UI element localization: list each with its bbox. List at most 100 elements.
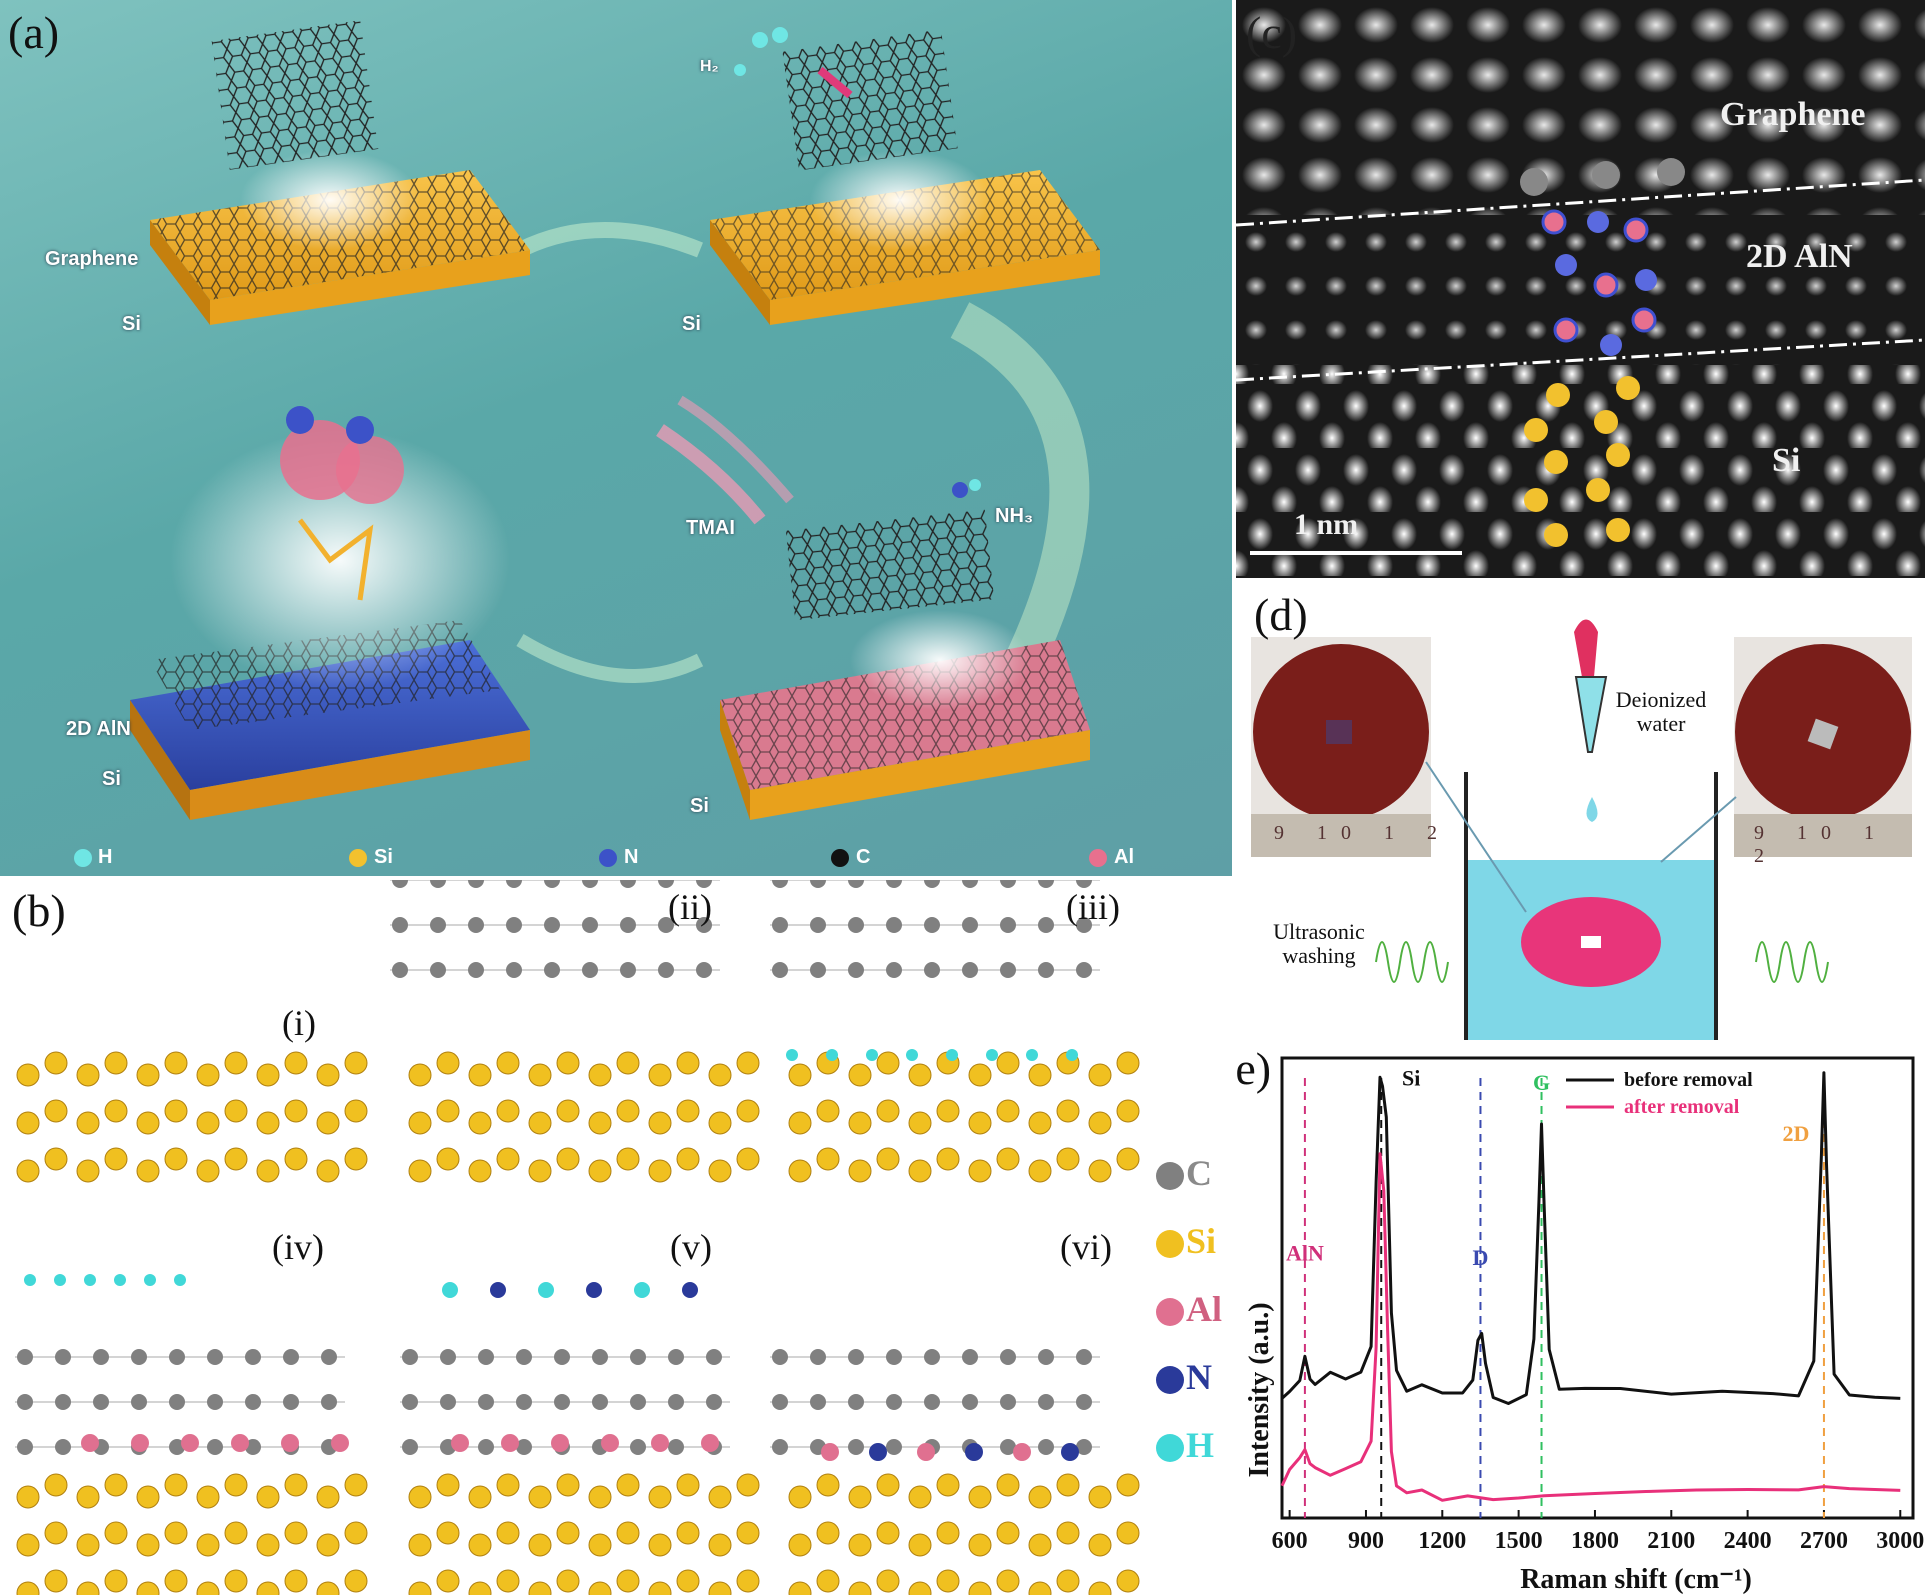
si-atom (1028, 1063, 1052, 1087)
si-atom (136, 1485, 160, 1509)
si-atom (1028, 1581, 1052, 1595)
si-atom (708, 1533, 732, 1557)
si-atom (76, 1533, 100, 1557)
si-atom (996, 1051, 1020, 1075)
si-atom (936, 1521, 960, 1545)
si-atom (196, 1485, 220, 1509)
c-atom (886, 917, 902, 933)
si-atom (996, 1473, 1020, 1497)
precursor-atom (144, 1274, 156, 1286)
c-atom (430, 917, 446, 933)
c-atom (668, 1394, 684, 1410)
si-atom (1028, 1533, 1052, 1557)
d-label-washing: washing (1282, 943, 1356, 968)
si-atom (16, 1063, 40, 1087)
si-atom (76, 1581, 100, 1595)
si-atom (1028, 1485, 1052, 1509)
c-atom (772, 1394, 788, 1410)
h-atom (786, 1049, 798, 1061)
si-atom (284, 1473, 308, 1497)
c-atom (848, 880, 864, 888)
c-atom (592, 1394, 608, 1410)
si-atom (556, 1569, 580, 1593)
c-atom (516, 1349, 532, 1365)
aln-atom (1013, 1443, 1031, 1461)
si-atom (16, 1111, 40, 1135)
si-atom (528, 1063, 552, 1087)
c-atom (886, 962, 902, 978)
aln-atom (1061, 1443, 1079, 1461)
si-atom (588, 1159, 612, 1183)
h-atom (866, 1049, 878, 1061)
c-atom (962, 1349, 978, 1365)
si-atom (736, 1147, 760, 1171)
si-atom (528, 1485, 552, 1509)
c-atom (554, 1349, 570, 1365)
si-atom (968, 1111, 992, 1135)
c-atom (468, 917, 484, 933)
c-atom (131, 1349, 147, 1365)
si-atom (1056, 1473, 1080, 1497)
si-atom (284, 1147, 308, 1171)
si-atom (104, 1099, 128, 1123)
aln-cluster (280, 406, 404, 601)
c-atoms-overlay (1520, 158, 1685, 547)
raman-plot-area: 600 900 1200 1500 1800 2100 2400 2700 3000 AlN Si D… (1272, 1056, 1924, 1554)
si-atom (876, 1521, 900, 1545)
c-atom (392, 962, 408, 978)
label-nh3: NH₃ (995, 505, 1034, 527)
si-atom (316, 1485, 340, 1509)
c-atom (886, 1439, 902, 1455)
x-tick-label: 2100 (1647, 1528, 1695, 1554)
precursor-atom (634, 1282, 650, 1298)
si-atom (224, 1521, 248, 1545)
c-atom (169, 1394, 185, 1410)
si-atom (676, 1521, 700, 1545)
si-atom (1116, 1473, 1140, 1497)
c-atom (668, 1349, 684, 1365)
si-atom (408, 1533, 432, 1557)
si-atom (936, 1147, 960, 1171)
c-atom (1038, 1439, 1054, 1455)
c-label-si: Si (1772, 442, 1801, 479)
c-atom (17, 1394, 33, 1410)
panel-d-label: (d) (1254, 589, 1308, 640)
si-atom (436, 1521, 460, 1545)
c-atom (478, 1439, 494, 1455)
si-atom (816, 1099, 840, 1123)
si-atom (556, 1147, 580, 1171)
si-atom (736, 1521, 760, 1545)
si-atom (44, 1473, 68, 1497)
c-atom (207, 1394, 223, 1410)
si-atom (316, 1581, 340, 1595)
si-atom (196, 1111, 220, 1135)
h-atom (826, 1049, 838, 1061)
c-atom (1038, 962, 1054, 978)
c-atom (668, 1439, 684, 1455)
si-atom (496, 1569, 520, 1593)
si-atom (816, 1521, 840, 1545)
c-atom (620, 917, 636, 933)
x-tick-label: 2400 (1724, 1528, 1772, 1554)
si-atom (104, 1521, 128, 1545)
aln-atom (869, 1443, 887, 1461)
si-atom (164, 1099, 188, 1123)
si-atom (556, 1051, 580, 1075)
si-atom (848, 1159, 872, 1183)
b-legend-si: Si (1186, 1221, 1217, 1261)
c-atom (810, 1394, 826, 1410)
x-tick-label: 2700 (1800, 1528, 1848, 1554)
si-atom (908, 1485, 932, 1509)
precursor-atom (174, 1274, 186, 1286)
si-atom (648, 1581, 672, 1595)
c-atom (544, 962, 560, 978)
si-atom (344, 1521, 368, 1545)
si-atom (736, 1051, 760, 1075)
si-atom (788, 1533, 812, 1557)
legend-a-si: Si (374, 846, 393, 868)
c-atom (706, 1349, 722, 1365)
si-atom (1056, 1569, 1080, 1593)
al-atom (651, 1434, 669, 1452)
subpanel-iv-label: (iv) (272, 1227, 324, 1267)
si-atom (528, 1111, 552, 1135)
